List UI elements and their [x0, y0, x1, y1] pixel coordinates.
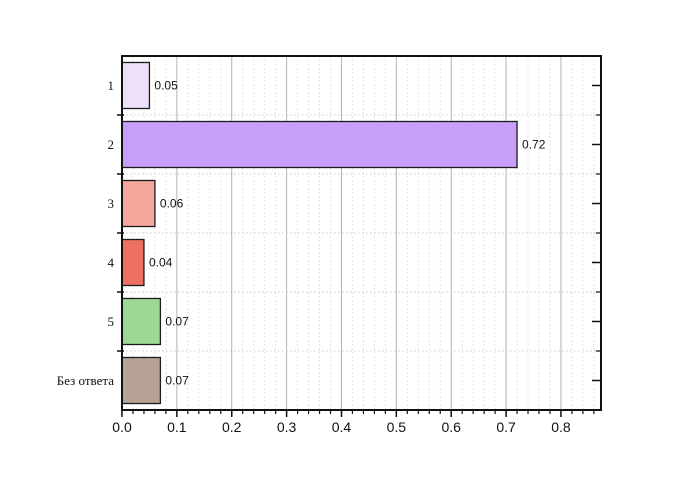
plot-frame	[121, 55, 602, 411]
bar	[121, 238, 145, 287]
x-tick-label: 0.1	[167, 419, 187, 435]
bar	[121, 297, 162, 346]
value-label: 0.05	[154, 79, 178, 93]
left-axis-ticks	[117, 114, 124, 352]
x-tick-label: 0.7	[496, 419, 516, 435]
x-tick-label: 0.0	[112, 419, 132, 435]
bar	[121, 356, 162, 405]
value-label: 0.06	[160, 197, 184, 211]
bar	[121, 120, 518, 169]
x-tick-label: 0.5	[387, 419, 407, 435]
category-label: 2	[108, 137, 115, 152]
category-label: Без ответа	[57, 373, 114, 388]
x-axis-ticks: 0.0 0.1 0.2 0.3 0.4 0.5 0.6 0.7 0.8	[112, 410, 595, 435]
x-tick-label: 0.6	[441, 419, 461, 435]
bar	[121, 61, 151, 110]
right-axis-ticks	[592, 84, 601, 382]
bar	[121, 179, 156, 228]
value-label: 0.72	[522, 138, 546, 152]
x-tick-label: 0.4	[332, 419, 352, 435]
x-tick-label: 0.2	[222, 419, 242, 435]
x-tick-label: 0.8	[551, 419, 571, 435]
value-label: 0.04	[149, 256, 173, 270]
category-labels: 1 2 3 4 5 Без ответа	[57, 78, 115, 388]
category-label: 4	[108, 255, 115, 270]
category-label: 3	[108, 196, 115, 211]
value-label: 0.07	[165, 374, 189, 388]
category-label: 1	[108, 78, 115, 93]
category-label: 5	[108, 314, 115, 329]
value-label: 0.07	[165, 315, 189, 329]
x-tick-label: 0.3	[277, 419, 297, 435]
